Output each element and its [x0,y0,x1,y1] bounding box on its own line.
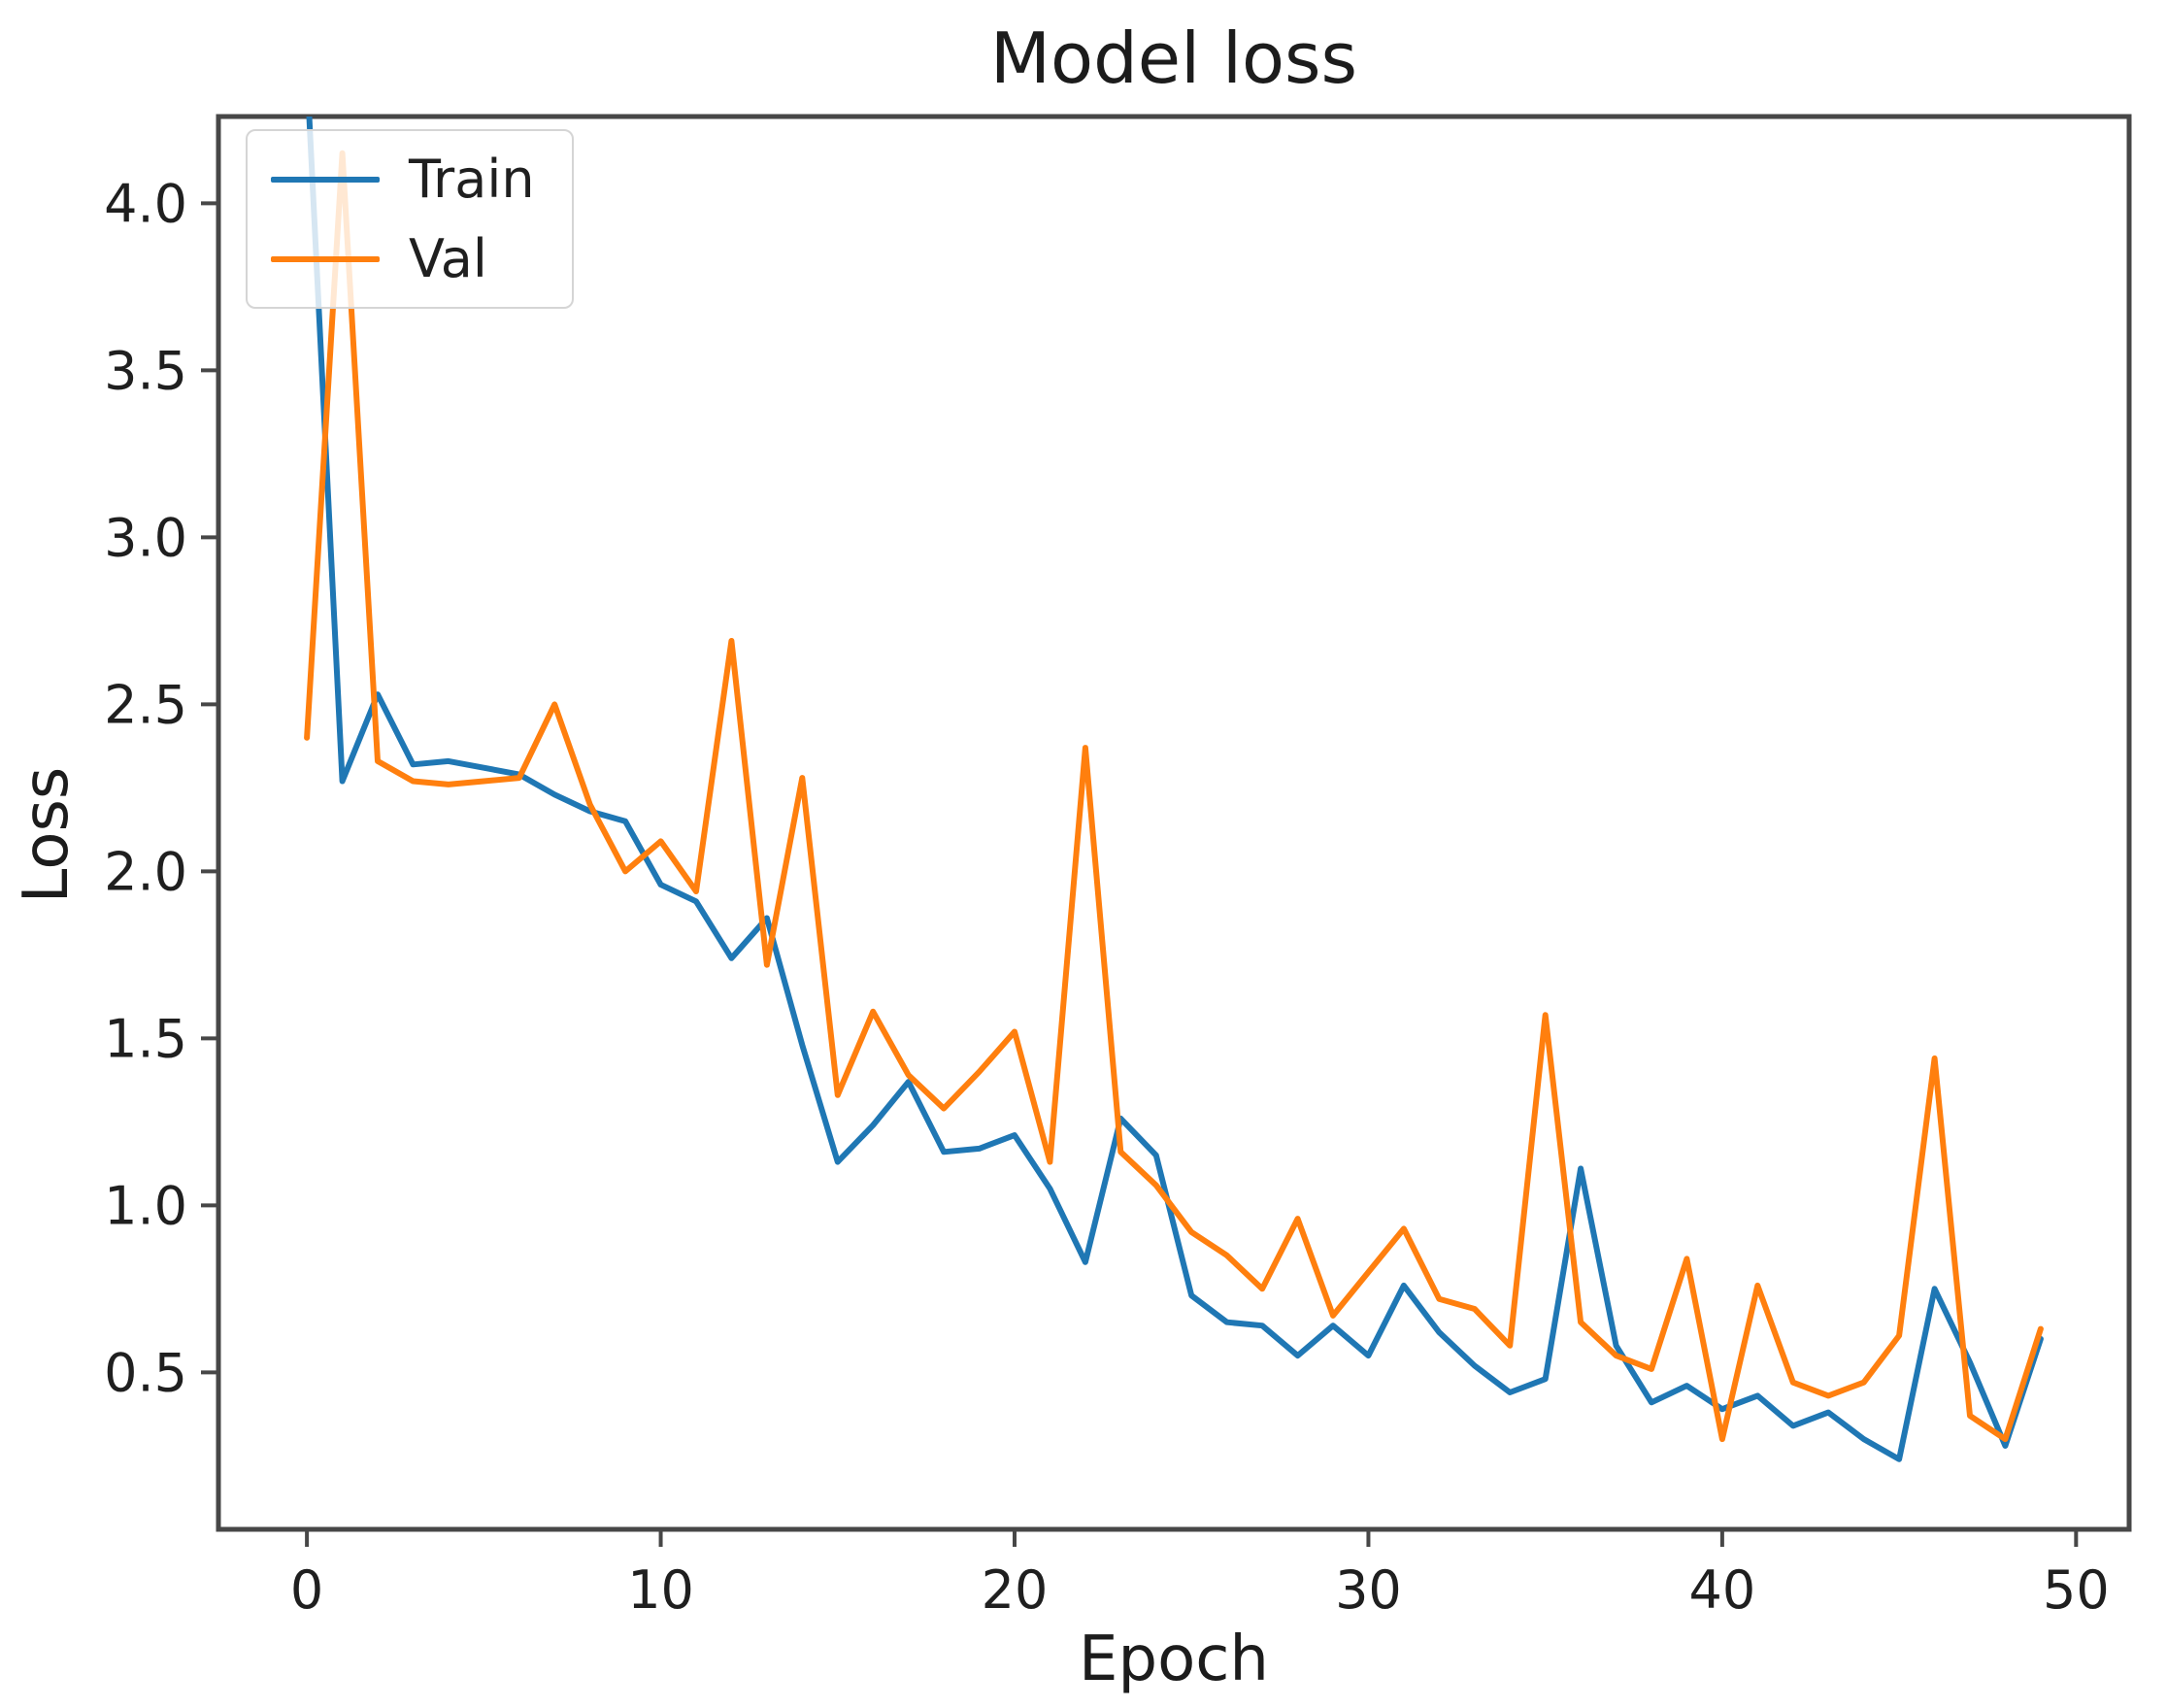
y-tick-label: 1.0 [104,1175,187,1236]
x-tick-label: 10 [627,1559,694,1621]
x-tick-label: 50 [2043,1559,2110,1621]
legend-entry-train: Train [271,148,572,210]
legend-label-train: Train [409,148,535,210]
x-tick-label: 40 [1689,1559,1756,1621]
x-axis-label: Epoch [1079,1624,1269,1695]
y-tick-label: 1.5 [104,1008,187,1069]
x-tick-label: 30 [1335,1559,1402,1621]
val-line-swatch [271,255,380,262]
val-line [304,150,2044,1443]
legend-entry-val: Val [271,227,572,289]
chart-title: Model loss [989,17,1358,99]
plot-border [216,114,2132,1532]
y-axis-label: Loss [11,766,83,904]
y-tick-label: 0.5 [104,1342,187,1403]
y-tick-label: 2.5 [104,674,187,735]
legend: Train Val [246,129,574,309]
x-tick-label: 20 [982,1559,1049,1621]
y-ticks: 0.5 1.0 1.5 2.0 2.5 3.0 3.5 4.0 [104,173,218,1403]
y-tick-label: 2.0 [104,841,187,902]
x-ticks: 0 10 20 30 40 50 [290,1529,2110,1621]
train-line-swatch [271,176,380,183]
legend-label-val: Val [409,227,487,289]
y-tick-label: 4.0 [104,173,187,234]
x-tick-label: 0 [290,1559,323,1621]
y-tick-label: 3.5 [104,340,187,401]
y-tick-label: 3.0 [104,507,187,568]
